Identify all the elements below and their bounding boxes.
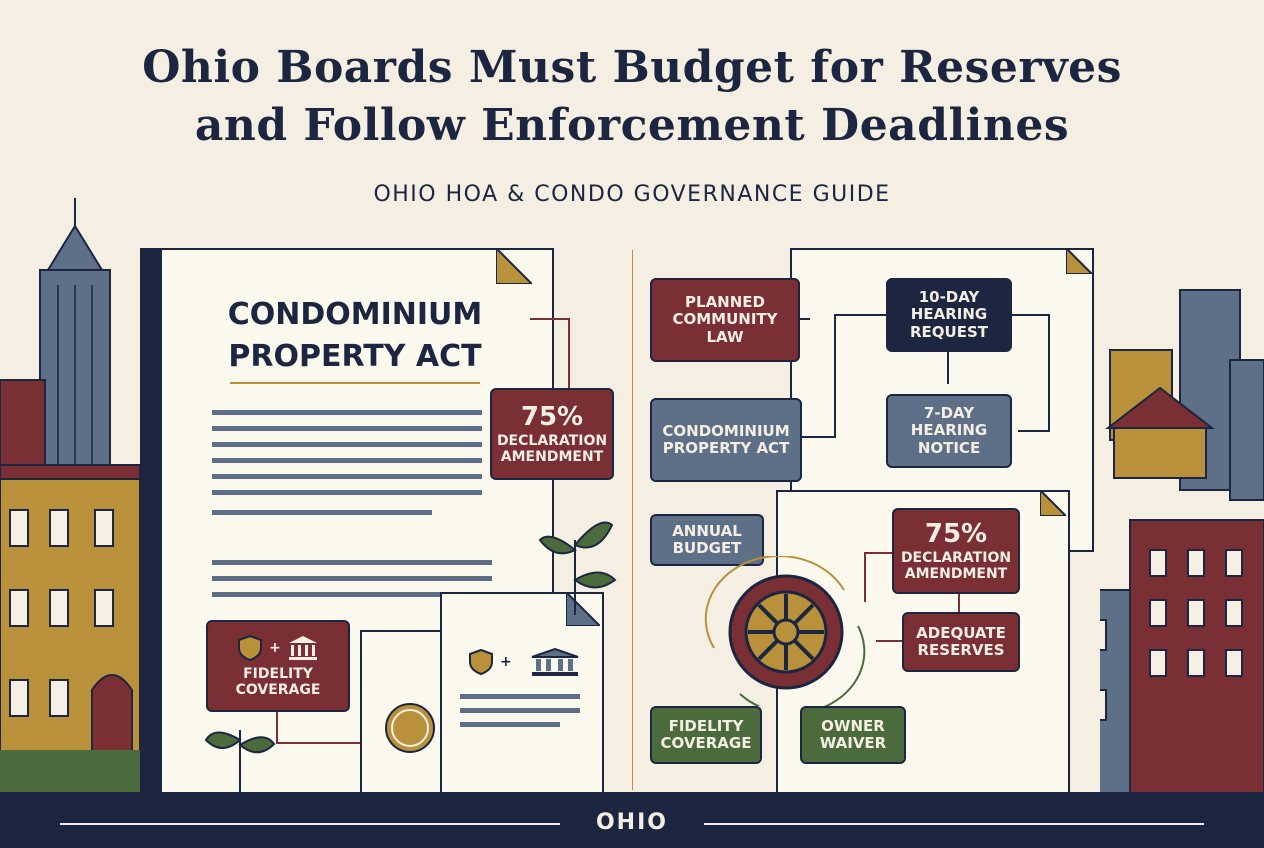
connector-arrow bbox=[834, 314, 886, 316]
text-line bbox=[460, 708, 580, 713]
document-heading-line-1: CONDOMINIUM bbox=[227, 297, 483, 332]
text-line bbox=[212, 560, 492, 565]
amendment-label: DECLARATION AMENDMENT bbox=[900, 549, 1012, 582]
shield-icon bbox=[238, 634, 263, 661]
planned-community-law-box: PLANNED COMMUNITY LAW bbox=[650, 278, 800, 362]
document-heading: CONDOMINIUM PROPERTY ACT bbox=[200, 294, 510, 378]
courthouse-icon bbox=[288, 635, 317, 660]
text-line bbox=[212, 410, 482, 415]
text-line bbox=[212, 458, 482, 463]
text-line bbox=[212, 442, 482, 447]
seal-icon bbox=[385, 703, 435, 753]
fidelity-label: FIDELITY COVERAGE bbox=[235, 665, 321, 698]
hearing-request-box: 10-DAY HEARING REQUEST bbox=[886, 278, 1012, 352]
leaf-icon bbox=[204, 730, 276, 794]
plus-sign: + bbox=[500, 654, 512, 670]
fidelity-coverage-callout: + FIDELITY COVERAGE bbox=[206, 620, 350, 712]
document-heading-line-2: PROPERTY ACT bbox=[228, 339, 482, 374]
footer-band: OHIO bbox=[0, 792, 1264, 848]
title-line-1: Ohio Boards Must Budget for Reserves bbox=[142, 42, 1122, 93]
connector-arrow bbox=[947, 352, 949, 384]
footer-rule bbox=[60, 823, 560, 825]
section-divider bbox=[632, 250, 633, 790]
declaration-amendment-callout: 75% DECLARATION AMENDMENT bbox=[490, 388, 614, 480]
text-line bbox=[460, 722, 560, 727]
courthouse-icon bbox=[531, 648, 579, 676]
condominium-property-act-box: CONDOMINIUM PROPERTY ACT bbox=[650, 398, 802, 482]
fidelity-coverage-box: FIDELITY COVERAGE bbox=[650, 706, 762, 764]
declaration-amendment-box: 75% DECLARATION AMENDMENT bbox=[892, 508, 1020, 594]
right-cityscape bbox=[1100, 289, 1264, 800]
callout-label: DECLARATION AMENDMENT bbox=[496, 432, 608, 465]
page-fold-icon bbox=[1066, 248, 1092, 274]
annual-budget-box: ANNUAL BUDGET bbox=[650, 514, 764, 566]
connector-line bbox=[1048, 314, 1050, 432]
footer-rule bbox=[704, 823, 1204, 825]
text-line bbox=[212, 510, 432, 515]
connector-line bbox=[276, 742, 386, 744]
connector-line bbox=[276, 712, 278, 744]
connector-line bbox=[864, 552, 892, 554]
wheel-icon bbox=[704, 556, 866, 706]
adequate-reserves-box: ADEQUATE RESERVES bbox=[902, 612, 1020, 672]
hearing-notice-box: 7-DAY HEARING NOTICE bbox=[886, 394, 1012, 468]
leaf-icon bbox=[538, 521, 617, 615]
text-line bbox=[460, 694, 580, 699]
connector-line bbox=[958, 594, 960, 612]
connector-line bbox=[800, 318, 810, 320]
page-fold-icon bbox=[1040, 490, 1066, 516]
text-line bbox=[212, 592, 472, 597]
text-line bbox=[212, 474, 482, 479]
footer-state-label: OHIO bbox=[595, 810, 668, 835]
shield-icon bbox=[469, 648, 493, 676]
plus-sign: + bbox=[269, 639, 281, 656]
connector-line bbox=[834, 314, 836, 438]
connector-arrow bbox=[1018, 430, 1050, 432]
amendment-percent: 75% bbox=[924, 518, 988, 549]
connector-line bbox=[800, 436, 836, 438]
connector-line bbox=[876, 640, 902, 642]
heading-divider bbox=[230, 382, 480, 384]
connector-line bbox=[568, 318, 570, 388]
owner-waiver-box: OWNER WAIVER bbox=[800, 706, 906, 764]
text-line bbox=[212, 576, 492, 581]
title-line-2: and Follow Enforcement Deadlines bbox=[194, 100, 1070, 151]
subtitle: OHIO HOA & CONDO GOVERNANCE GUIDE bbox=[373, 182, 891, 207]
callout-percent: 75% bbox=[520, 401, 584, 432]
connector-line bbox=[864, 552, 866, 602]
page-fold-icon bbox=[496, 248, 532, 284]
connector-line bbox=[530, 318, 570, 320]
text-line bbox=[212, 490, 482, 495]
connector-line bbox=[1012, 314, 1050, 316]
text-line bbox=[212, 426, 482, 431]
